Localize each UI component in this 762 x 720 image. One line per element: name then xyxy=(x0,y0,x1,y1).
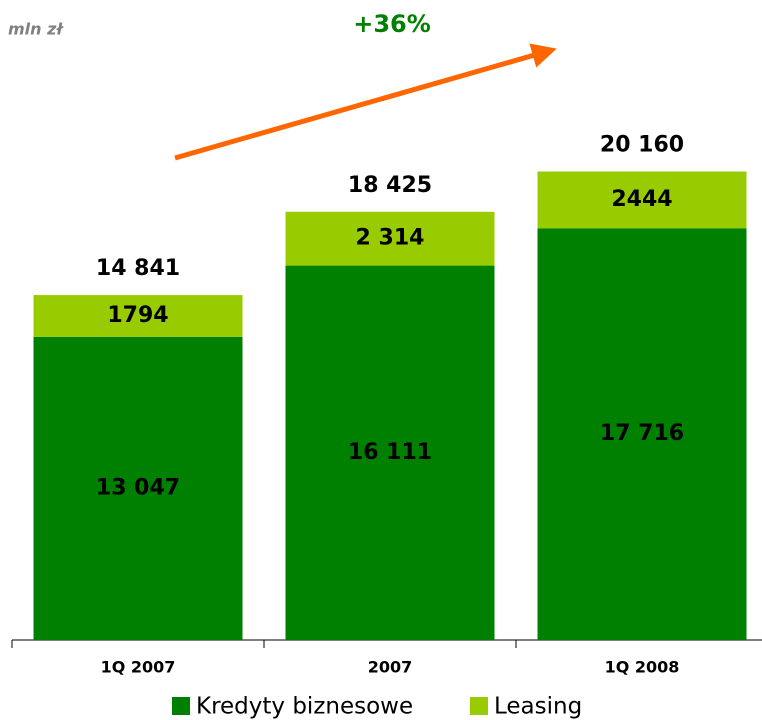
x-tick-label: 1Q 2008 xyxy=(605,658,680,677)
trend-arrow xyxy=(174,43,557,161)
bar-segment xyxy=(285,211,495,266)
legend-swatch xyxy=(470,697,488,715)
legend-swatch xyxy=(172,697,190,715)
growth-annotation: +36% xyxy=(353,10,431,38)
value-label: 1794 xyxy=(107,303,168,328)
legend-label: Leasing xyxy=(494,694,582,720)
x-tick-label: 1Q 2007 xyxy=(101,658,176,677)
total-label: 18 425 xyxy=(348,173,432,198)
total-label: 20 160 xyxy=(600,132,684,157)
bar-segment xyxy=(537,171,747,229)
x-tick-label: 2007 xyxy=(368,658,413,677)
unit-label: mln zł xyxy=(8,20,64,39)
bar-segment xyxy=(33,295,243,337)
bar-segment xyxy=(537,228,747,641)
bar-segment xyxy=(285,265,495,640)
legend-label: Kredyty biznesowe xyxy=(196,694,413,720)
total-label: 14 841 xyxy=(96,256,180,281)
value-label: 17 716 xyxy=(600,421,684,446)
value-label: 2444 xyxy=(611,187,672,212)
bar-segment xyxy=(33,336,243,640)
value-label: 2 314 xyxy=(356,226,425,251)
value-label: 13 047 xyxy=(96,475,180,500)
value-label: 16 111 xyxy=(348,440,432,465)
